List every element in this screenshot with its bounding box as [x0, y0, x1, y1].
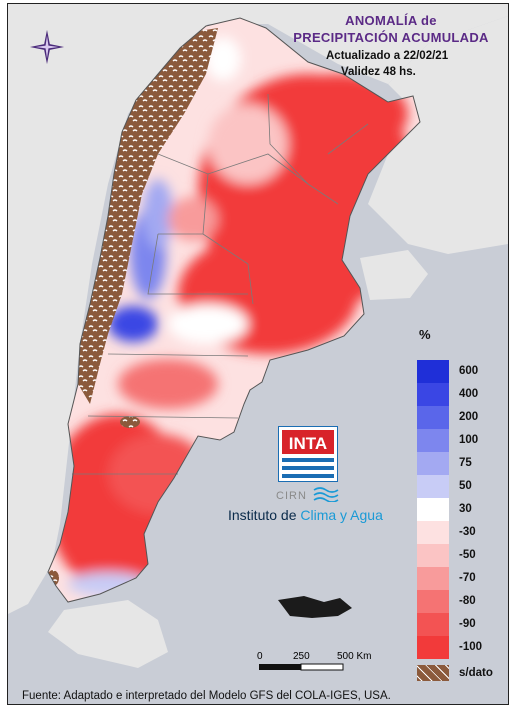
legend-label: 75 [459, 457, 472, 469]
institute-name: Instituto de Clima y Agua [228, 507, 383, 523]
legend-swatch [417, 406, 449, 429]
legend-label: 30 [459, 503, 472, 515]
falkland-islands [278, 596, 352, 618]
updated-date: Actualizado a 22/02/21 [326, 50, 449, 62]
legend-swatch [417, 613, 449, 636]
legend-label: -80 [459, 595, 476, 607]
legend-nodata-swatch [417, 665, 449, 681]
legend-unit: % [419, 327, 431, 342]
legend-swatch [417, 475, 449, 498]
legend-label: 50 [459, 480, 472, 492]
inta-wordmark: INTA [289, 434, 327, 453]
legend-label: 100 [459, 434, 479, 446]
source-footer: Fuente: Adaptado e interpretado del Mode… [22, 690, 391, 702]
legend-swatch [417, 521, 449, 544]
legend-label: -50 [459, 549, 476, 561]
tierra-del-fuego-land [48, 600, 168, 668]
scale-tick-0: 0 [257, 651, 263, 662]
title-line-1: ANOMALÍA de [345, 13, 437, 28]
legend-swatch [417, 452, 449, 475]
map-frame: ANOMALÍA de PRECIPITACIÓN ACUMULADA Actu… [7, 3, 509, 705]
waves-icon [313, 487, 339, 502]
title-line-2: PRECIPITACIÓN ACUMULADA [293, 30, 489, 45]
legend-swatch [417, 590, 449, 613]
scale-tick-250: 250 [293, 651, 310, 662]
brazil-land [368, 16, 508, 254]
legend-swatch [417, 567, 449, 590]
validity: Validez 48 hs. [341, 66, 416, 78]
legend-swatch [417, 383, 449, 406]
scale-bar: 0 250 500 Km [257, 651, 371, 671]
legend-label: -70 [459, 572, 476, 584]
legend-label: -30 [459, 526, 476, 538]
compass-rose-icon [29, 29, 65, 65]
legend-swatch [417, 636, 449, 659]
cirn-label: CIRN [276, 490, 307, 502]
institute-highlight: Clima y Agua [300, 507, 383, 523]
institute-prefix: Instituto de [228, 507, 301, 523]
argentina-outline [47, 17, 421, 603]
inta-logo: INTA [278, 426, 338, 482]
uruguay-land [360, 250, 428, 300]
nodata-patch [120, 416, 140, 428]
legend-swatch [417, 360, 449, 383]
legend-label: 400 [459, 388, 479, 400]
legend-label: 200 [459, 411, 479, 423]
legend-label: -100 [459, 641, 483, 653]
province-borders [72, 93, 369, 475]
legend-swatch [417, 498, 449, 521]
legend-swatch [417, 429, 449, 452]
legend-nodata-label: s/dato [459, 667, 493, 679]
scale-tick-500: 500 Km [337, 651, 371, 662]
anomaly-map [8, 4, 508, 668]
legend-label: -90 [459, 618, 476, 630]
nodata-andes [78, 28, 218, 404]
legend-label: 600 [459, 365, 479, 377]
legend-swatch [417, 544, 449, 567]
chile-bolivia-land [8, 4, 508, 614]
